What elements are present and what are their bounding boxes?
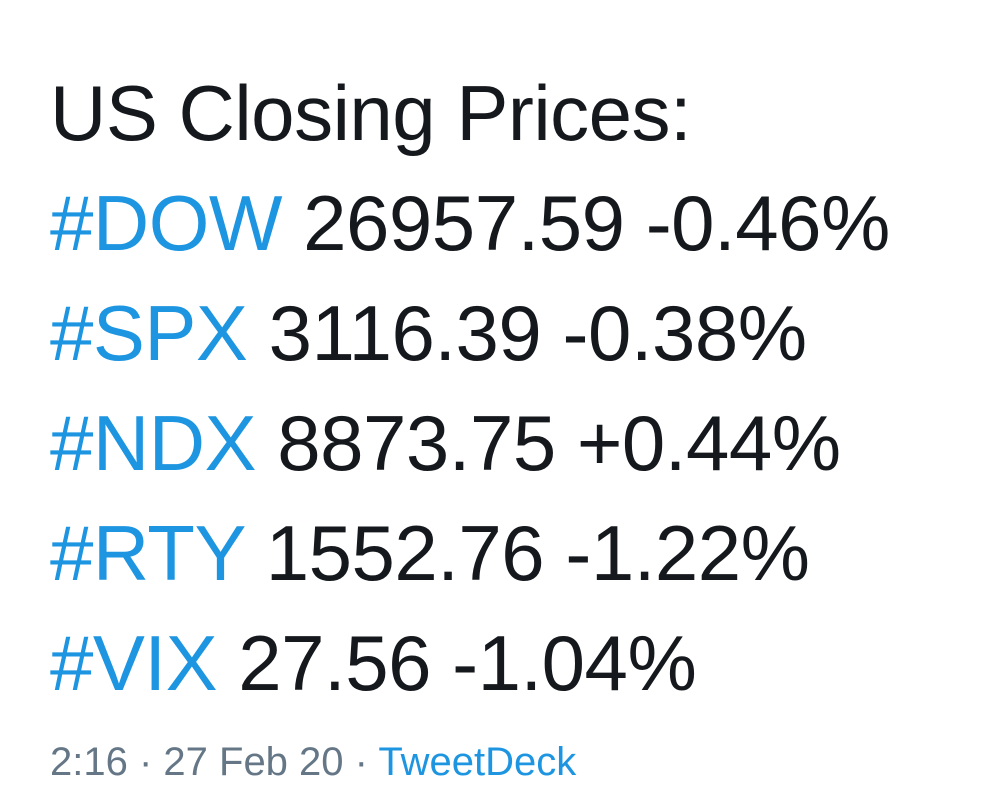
tweet-body: US Closing Prices: #DOW 26957.59 -0.46% … [50, 58, 994, 718]
quote-price-vix: 27.56 [238, 619, 431, 707]
tweet-meta: 2:16 · 27 Feb 20 · TweetDeck [50, 738, 576, 786]
quote-price-dow: 26957.59 [303, 179, 625, 267]
hashtag-link-dow[interactable]: #DOW [50, 179, 283, 267]
tweet-title: US Closing Prices: [50, 69, 692, 157]
quote-price-spx: 3116.39 [268, 289, 542, 377]
quote-line-ndx: #NDX 8873.75 +0.44% [50, 388, 994, 498]
quote-line-spx: #SPX 3116.39 -0.38% [50, 278, 994, 388]
hashtag-link-ndx[interactable]: #NDX [50, 399, 257, 487]
quote-line-dow: #DOW 26957.59 -0.46% [50, 168, 994, 278]
hashtag-link-rty[interactable]: #RTY [50, 509, 245, 597]
quote-change-dow: -0.46% [645, 179, 891, 267]
quote-line-vix: #VIX 27.56 -1.04% [50, 608, 994, 718]
quote-price-ndx: 8873.75 [277, 399, 556, 487]
quote-line-rty: #RTY 1552.76 -1.22% [50, 498, 994, 608]
quote-price-rty: 1552.76 [265, 509, 545, 597]
quote-change-spx: -0.38% [562, 289, 807, 377]
quote-change-ndx: +0.44% [576, 399, 841, 487]
hashtag-link-vix[interactable]: #VIX [50, 619, 218, 707]
hashtag-link-spx[interactable]: #SPX [50, 289, 248, 377]
tweet-source-link[interactable]: TweetDeck [378, 740, 577, 784]
tweet-timestamp[interactable]: 2:16 · 27 Feb 20 · [50, 740, 368, 784]
quote-change-rty: -1.22% [565, 509, 810, 597]
quote-change-vix: -1.04% [452, 619, 697, 707]
